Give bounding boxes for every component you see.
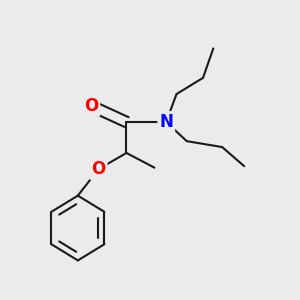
Text: O: O: [91, 160, 106, 178]
Text: O: O: [84, 97, 98, 115]
Text: N: N: [159, 113, 173, 131]
